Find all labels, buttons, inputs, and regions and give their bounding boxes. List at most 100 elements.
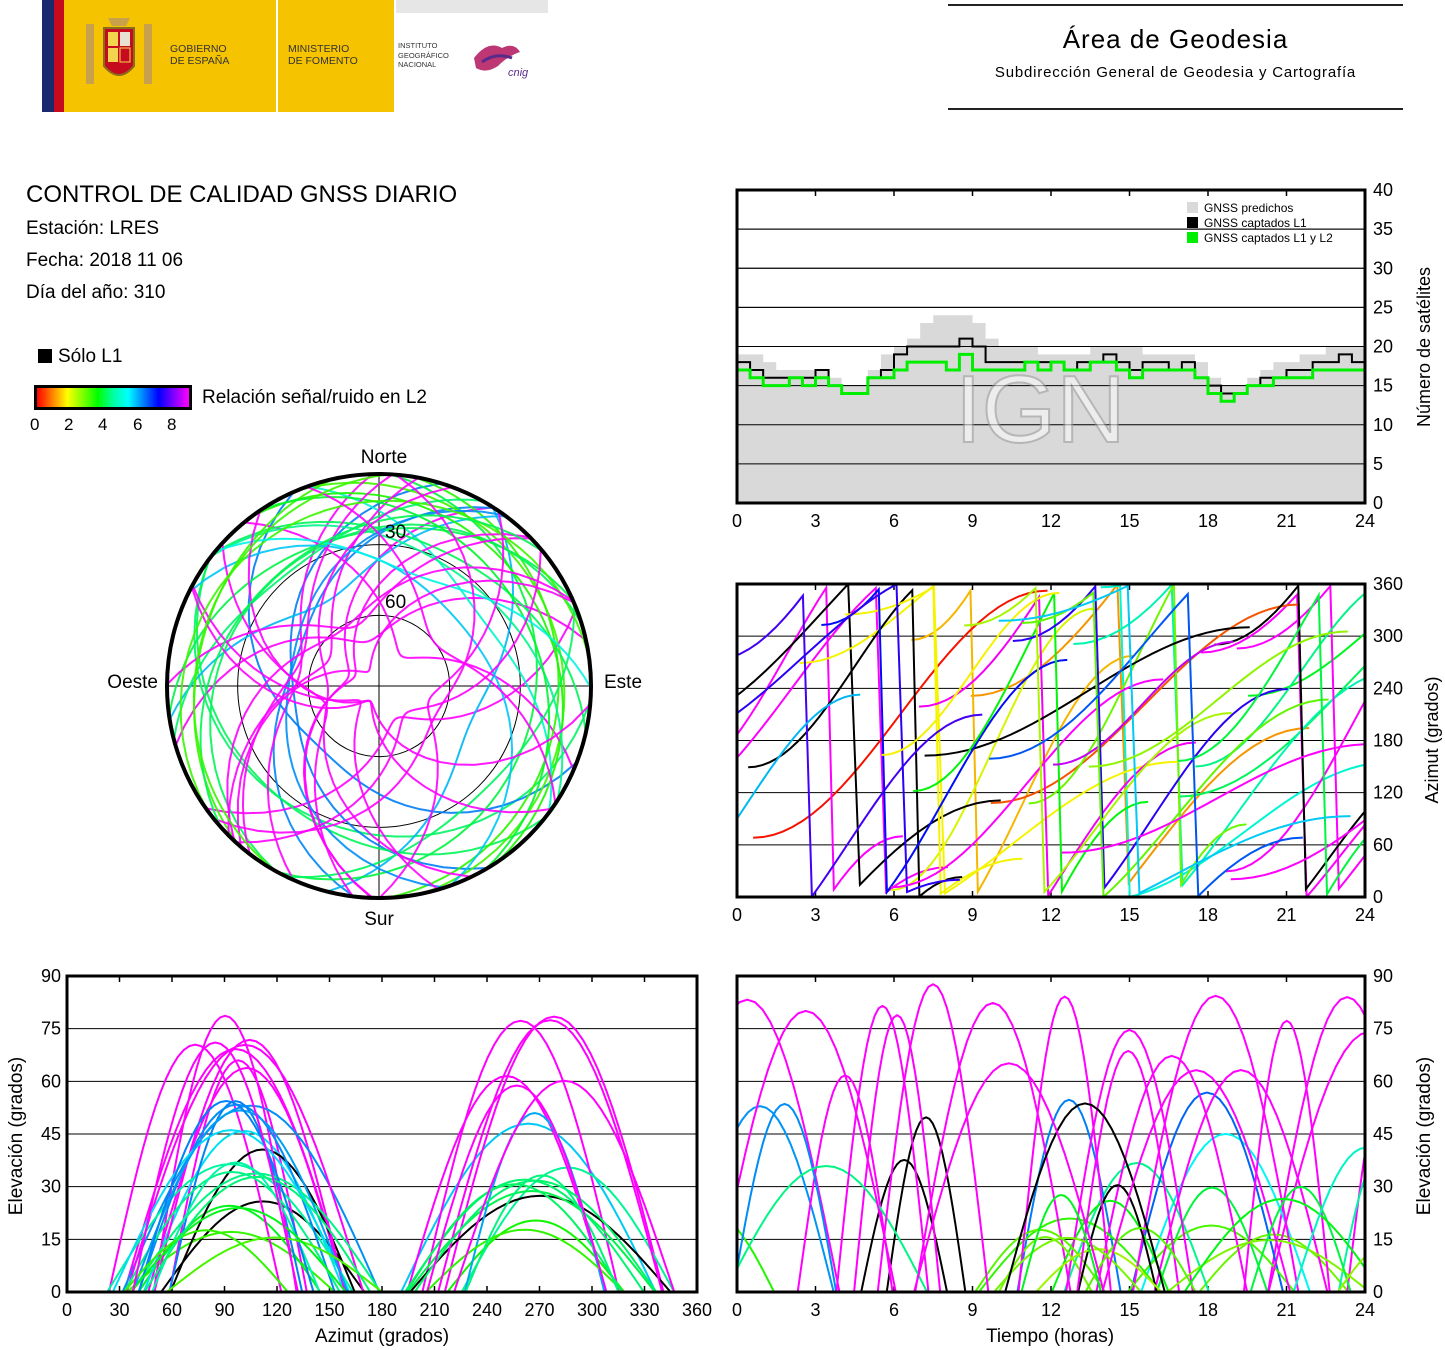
elevation-time-chart: 0 15 30 45 60 75 90 0 3 6 9 12 15 18 21 24 Tiempo (hora… <box>732 966 1435 1347</box>
satellite-track <box>998 584 1351 895</box>
series-l1l2 <box>737 352 1365 403</box>
x-tick-label: 9 <box>967 1300 977 1320</box>
x-tick-label: 15 <box>1119 905 1139 925</box>
satellite-track <box>913 592 1149 896</box>
satellite-track <box>421 1019 620 1292</box>
satellites-plot-area: 0 5 10 15 20 25 30 35 40 0 3 6 9 12 15 18 21 24 <box>732 180 1393 530</box>
y-tick-label: 60 <box>41 1071 61 1091</box>
elevation-azimuth-plot-area: 0 15 30 45 60 75 90 0 30 60 90 120 150 180 210 240 270 30… <box>41 966 712 1320</box>
satellite-track <box>737 1105 835 1292</box>
satellite-track <box>1177 664 1365 798</box>
satellite-track <box>1065 1028 1194 1292</box>
x-tick-label: 3 <box>810 905 820 925</box>
x-tick-label: 0 <box>732 511 742 530</box>
satellite-track <box>1061 743 1365 854</box>
x-tick-label: 21 <box>1276 511 1296 530</box>
y-tick-label: 75 <box>1373 1019 1393 1039</box>
satellite-track <box>123 1170 341 1292</box>
x-tick-label: 12 <box>1041 511 1061 530</box>
satellite-track <box>235 548 542 844</box>
x-tick-label: 15 <box>1119 1300 1139 1320</box>
satellite-track <box>737 693 861 821</box>
track-group <box>737 584 1365 897</box>
x-tick-label: 24 <box>1355 511 1375 530</box>
satellite-track <box>123 1048 348 1292</box>
satellite-track <box>1292 1146 1365 1292</box>
ministerio-logo: MINISTERIO DE FOMENTO <box>278 0 394 112</box>
satellite-track <box>236 579 575 848</box>
satellite-track <box>993 1236 1142 1292</box>
x-tick-label: 3 <box>810 1300 820 1320</box>
legend-l1l2: GNSS captados L1 y L2 <box>1204 231 1333 245</box>
satellite-track <box>409 1194 672 1292</box>
x-tick-label: 15 <box>1119 511 1139 530</box>
satellite-track <box>890 678 1164 889</box>
y-tick-label: 15 <box>1373 376 1393 396</box>
satellite-track <box>1249 1185 1352 1292</box>
y-axis-label: Número de satélites <box>1414 267 1434 427</box>
satellite-track <box>168 515 507 721</box>
satellite-track <box>400 1122 657 1292</box>
satellite-track <box>143 1175 372 1292</box>
satellite-track <box>914 1001 1072 1292</box>
x-tick-label: 21 <box>1276 1300 1296 1320</box>
x-tick-label: 6 <box>889 905 899 925</box>
satellite-track <box>213 473 476 834</box>
x-tick-label: 9 <box>967 905 977 925</box>
satellite-track <box>924 626 1250 757</box>
x-tick-label: 18 <box>1198 905 1218 925</box>
y-tick-label: 35 <box>1373 219 1393 239</box>
gobierno-text: GOBIERNO DE ESPAÑA <box>170 43 230 67</box>
satellite-track <box>244 521 575 771</box>
satellite-track <box>443 1015 665 1292</box>
satellite-track <box>1077 1184 1158 1292</box>
y-tick-label: 30 <box>41 1177 61 1197</box>
x-tick-label: 12 <box>1041 1300 1061 1320</box>
coat-of-arms-icon <box>86 18 152 84</box>
legend-l1-swatch <box>38 349 52 363</box>
y-axis-label: Elevación (grados) <box>6 1057 27 1215</box>
satellite-track <box>166 1236 383 1292</box>
y-tick-label: 15 <box>41 1229 61 1249</box>
satellite-track <box>1183 1197 1365 1292</box>
plot-border <box>735 582 1367 899</box>
satellite-track <box>137 1099 315 1292</box>
y-axis-label: Elevación (grados) <box>1414 1057 1435 1215</box>
satellite-track <box>131 1109 349 1292</box>
ign-text: INSTITUTO GEOGRÁFICO NACIONAL <box>398 41 449 69</box>
satellite-track <box>123 1229 289 1292</box>
satellite-track <box>111 1129 351 1292</box>
y-tick-label: 90 <box>1373 966 1393 986</box>
satellite-track <box>426 1084 608 1292</box>
satellite-track <box>737 592 983 897</box>
satellite-track <box>188 544 514 887</box>
cnig-logo-icon: cnig <box>474 45 529 79</box>
colorbar-tick: 8 <box>167 415 177 434</box>
x-tick-label: 270 <box>524 1300 554 1320</box>
satellite-track <box>1346 1146 1365 1292</box>
elevation-time-plot-area: 0 15 30 45 60 75 90 0 3 6 9 12 15 18 21 24 <box>732 966 1393 1320</box>
satellite-track <box>296 481 566 895</box>
y-tick-label: 10 <box>1373 415 1393 435</box>
x-tick-label: 6 <box>889 1300 899 1320</box>
satellite-track <box>413 1179 657 1292</box>
x-tick-label: 300 <box>577 1300 607 1320</box>
station-label: Estación: LRES <box>26 218 160 239</box>
x-tick-label: 9 <box>967 511 977 530</box>
satellite-track <box>1016 1098 1122 1292</box>
y-tick-label: 360 <box>1373 574 1403 594</box>
legend-l1-only: Sólo L1 <box>38 346 122 368</box>
satellite-track <box>227 476 420 836</box>
y-tick-label: 0 <box>1373 1282 1383 1302</box>
x-tick-label: 150 <box>314 1300 344 1320</box>
satellite-track <box>261 496 551 870</box>
plot-border <box>735 974 1367 1294</box>
y-tick-label: 45 <box>1373 1124 1393 1144</box>
satellite-track <box>890 607 1095 892</box>
y-tick-label: 300 <box>1373 626 1403 646</box>
satellite-track <box>1073 584 1365 888</box>
satellite-track <box>876 983 990 1292</box>
x-tick-label: 24 <box>1355 1300 1375 1320</box>
satellite-track <box>737 1164 929 1292</box>
ring-label-30: 30 <box>385 522 406 543</box>
